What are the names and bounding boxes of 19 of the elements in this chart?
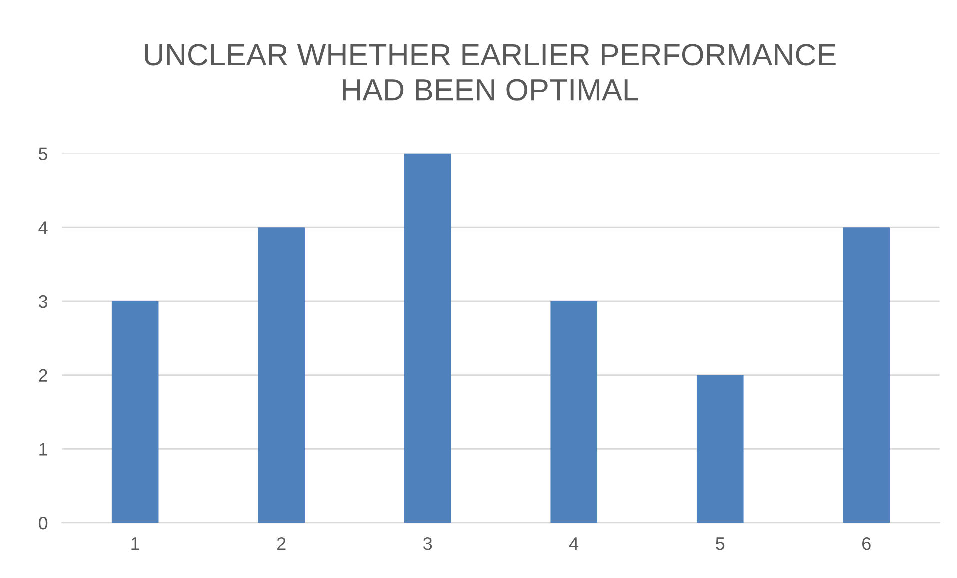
y-tick-label: 1 [40,443,48,456]
x-tick-label: 3 [424,537,432,550]
bar [112,301,159,524]
bar [404,154,452,524]
bar [696,375,744,524]
y-tick-label: 2 [39,369,48,382]
bar [550,301,598,524]
x-tick-label: 2 [277,537,286,550]
y-tick-label: 5 [39,148,48,160]
bar [258,228,305,524]
x-tick-label: 6 [862,537,871,550]
y-tick-label: 3 [38,295,48,308]
bar [843,228,890,524]
chart-title: UNCLEAR WHETHER EARLIER PERFORMANCE HAD BEEN OPTIMAL [145,44,836,101]
x-tick-label: 4 [570,538,579,550]
y-tick-label: 4 [38,222,48,234]
x-tick-label: 5 [716,538,725,550]
x-tick-label: 1 [132,538,140,550]
y-tick-label: 0 [38,517,48,530]
